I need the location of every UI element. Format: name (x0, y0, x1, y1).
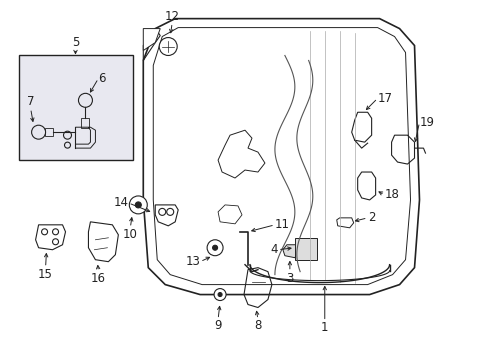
Text: 5: 5 (72, 36, 79, 49)
Polygon shape (283, 245, 299, 258)
Text: 3: 3 (285, 272, 293, 285)
Text: 18: 18 (384, 188, 399, 202)
FancyBboxPatch shape (19, 55, 133, 160)
Text: 7: 7 (27, 95, 34, 108)
Text: 16: 16 (91, 272, 106, 285)
Polygon shape (218, 130, 264, 178)
Bar (294, 238, 316, 260)
Circle shape (214, 289, 225, 301)
Circle shape (159, 37, 177, 55)
Polygon shape (143, 28, 160, 50)
Circle shape (135, 202, 141, 208)
Text: 15: 15 (38, 268, 53, 281)
Text: 2: 2 (367, 211, 374, 224)
Bar (81, 118, 89, 128)
Text: 6: 6 (98, 72, 106, 85)
Text: 1: 1 (320, 321, 328, 334)
Text: 4: 4 (270, 243, 277, 256)
Circle shape (207, 240, 223, 256)
Text: 8: 8 (254, 319, 261, 332)
Circle shape (218, 293, 222, 297)
Text: 19: 19 (419, 116, 434, 129)
Bar (44, 128, 52, 136)
Text: 9: 9 (214, 319, 222, 332)
Text: 11: 11 (274, 218, 289, 231)
Text: 14: 14 (113, 197, 128, 210)
Text: 12: 12 (164, 10, 179, 23)
Circle shape (212, 245, 217, 250)
Polygon shape (218, 205, 242, 224)
Text: 13: 13 (185, 255, 200, 268)
Text: 10: 10 (122, 228, 138, 241)
Text: 17: 17 (377, 92, 392, 105)
Circle shape (129, 196, 147, 214)
